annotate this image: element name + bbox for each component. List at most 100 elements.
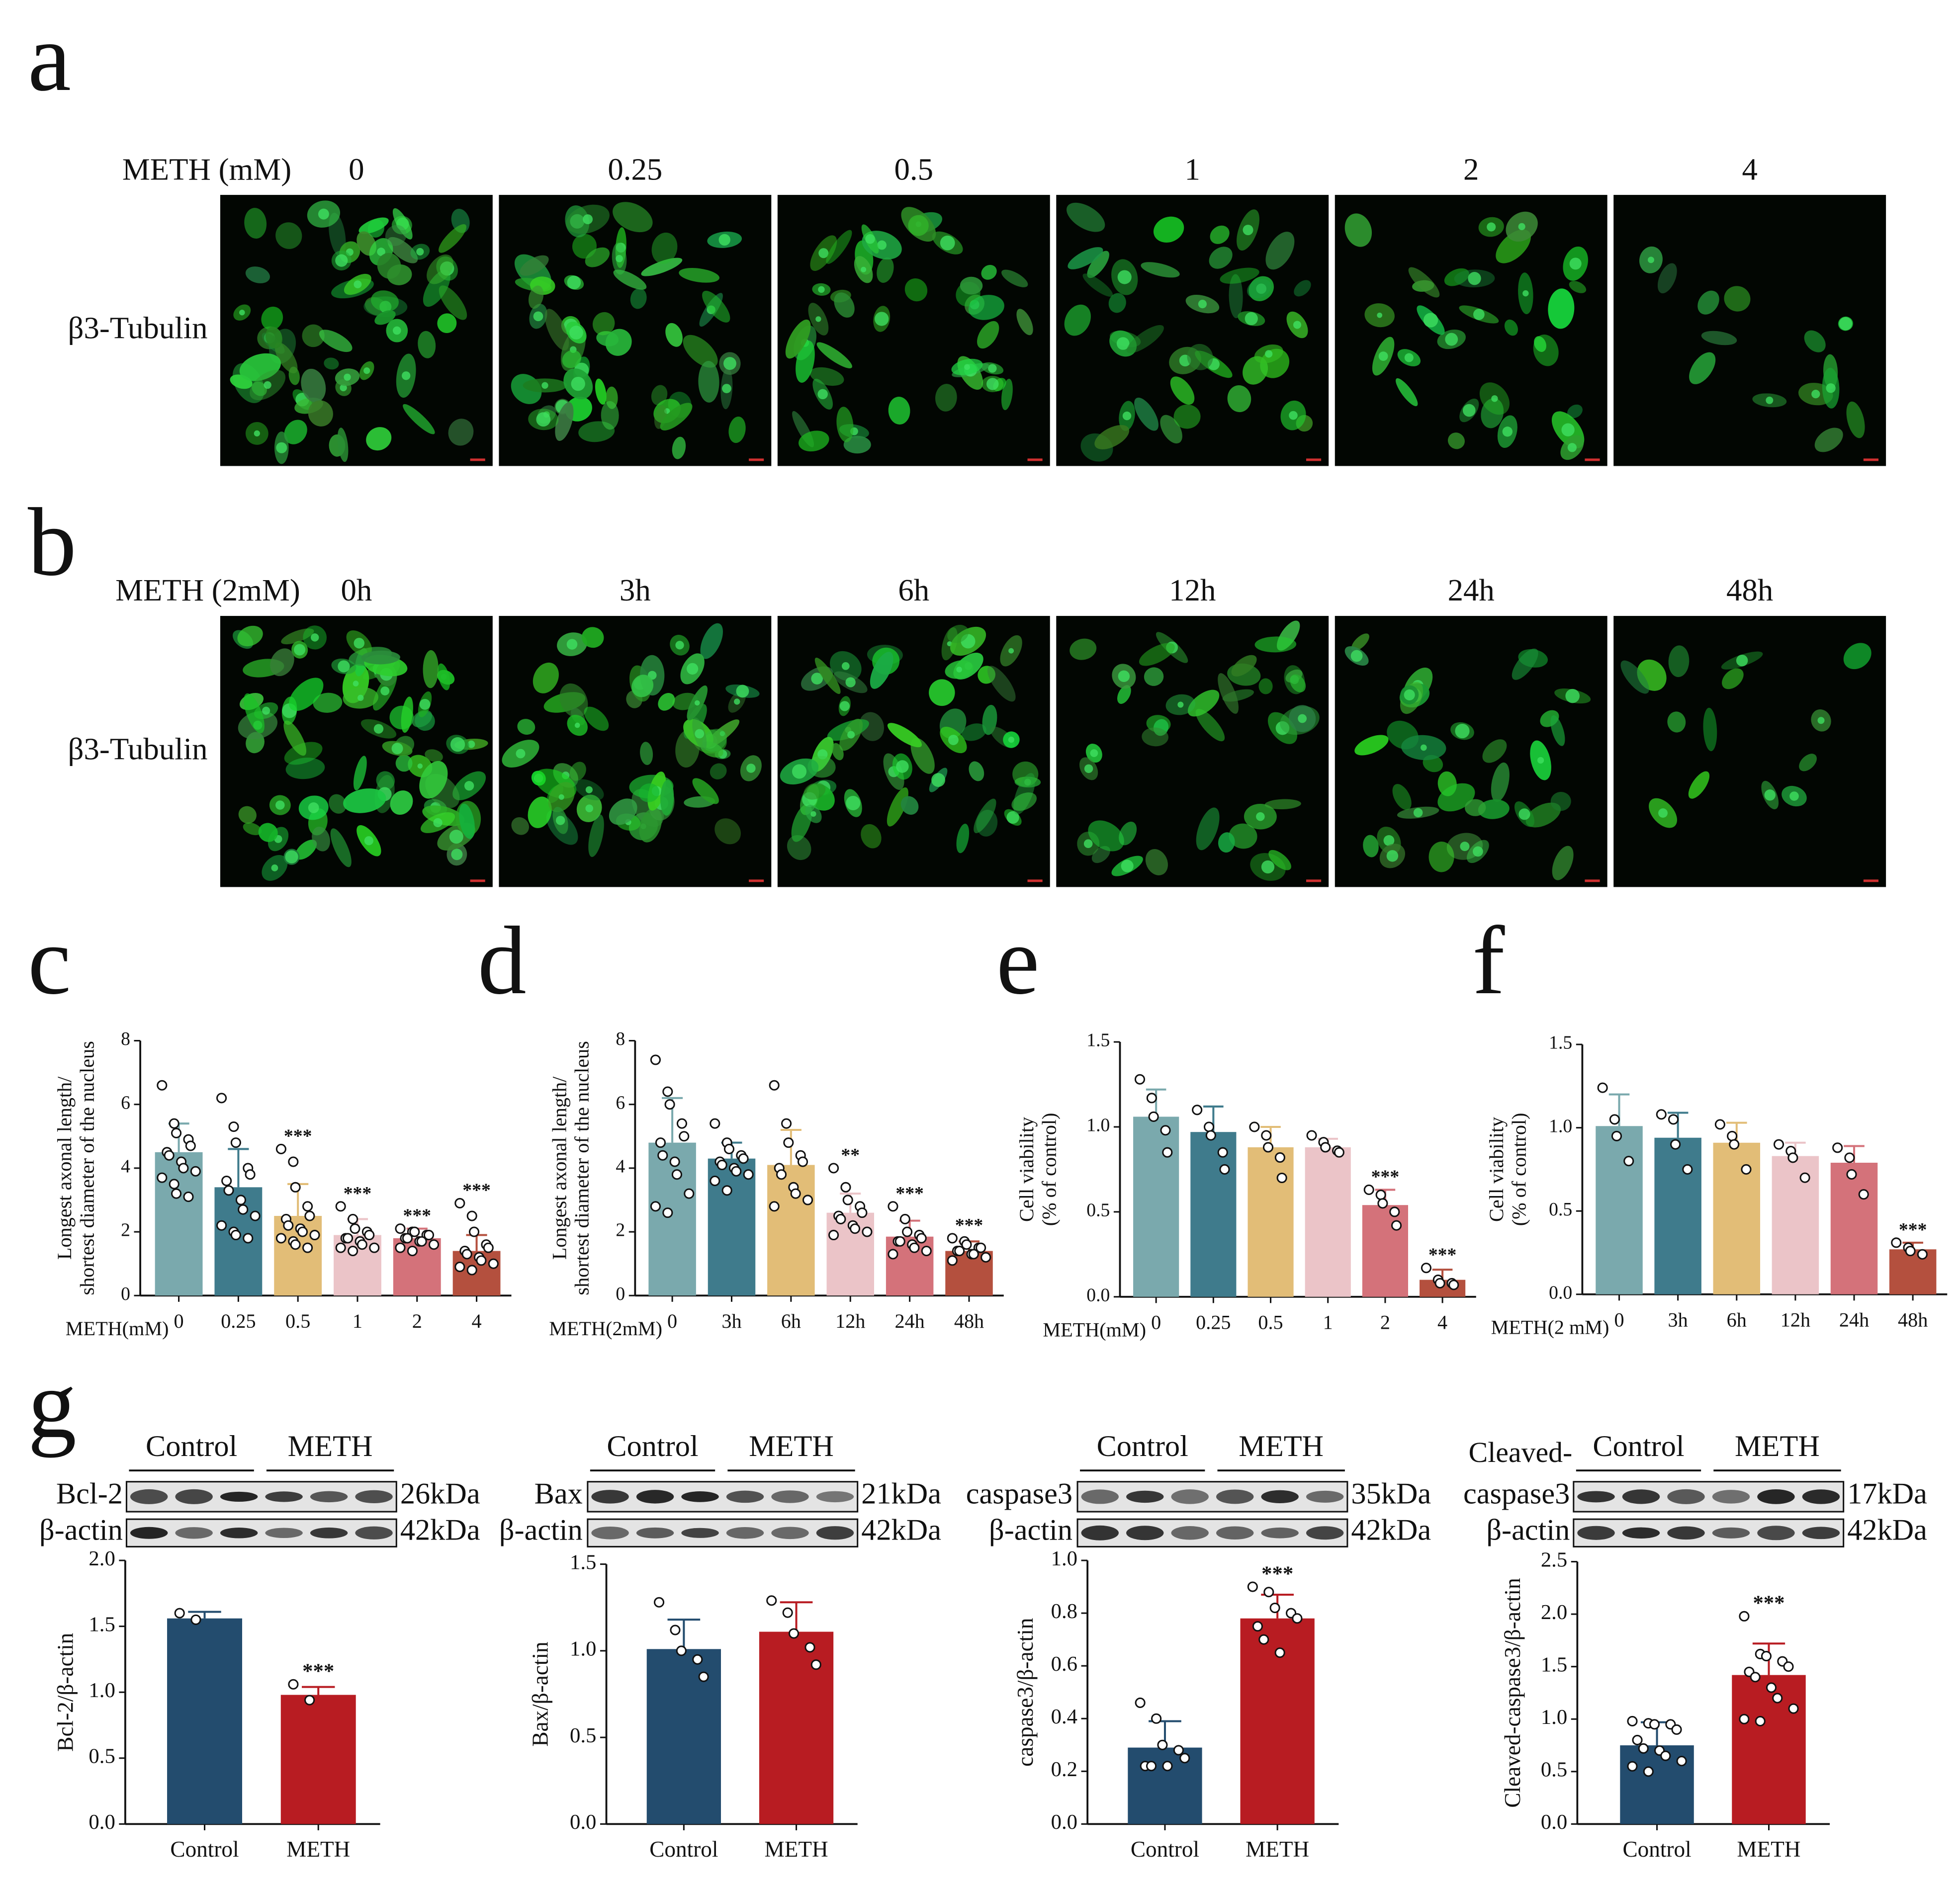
cell (1170, 376, 1195, 405)
y-axis-label: shortest diameter of the nucleus (76, 1041, 98, 1295)
data-point (1276, 1172, 1287, 1184)
cell (285, 758, 325, 779)
data-point (275, 1143, 286, 1155)
cell (987, 666, 1016, 702)
nucleus-spot (675, 641, 684, 650)
data-point (676, 1645, 687, 1656)
cell (1392, 784, 1412, 810)
cell (816, 342, 852, 368)
cell (1088, 820, 1124, 852)
bar (1830, 1163, 1878, 1294)
cell (559, 683, 588, 718)
data-point (1157, 1739, 1168, 1750)
blot-band (175, 1527, 213, 1539)
x-axis-prefix: METH(mM) (1043, 1318, 1146, 1341)
nucleus-spot (1487, 222, 1496, 232)
data-point (650, 1201, 661, 1212)
data-point (466, 1265, 477, 1276)
cell (439, 224, 466, 253)
cell (1689, 352, 1716, 384)
cell (814, 658, 841, 694)
nucleus-spot (1245, 312, 1258, 326)
y-tick-label: 0.5 (1541, 1758, 1567, 1782)
blot-band (1306, 1526, 1344, 1540)
cell (295, 840, 317, 860)
data-point (228, 1121, 239, 1132)
significance: *** (895, 1183, 924, 1204)
y-tick-label: 1.0 (89, 1679, 115, 1702)
cell (1227, 385, 1251, 413)
nucleus-spot (357, 694, 364, 701)
significance: *** (1428, 1245, 1457, 1266)
data-point (802, 1195, 813, 1205)
cell (834, 292, 855, 318)
data-point (1858, 1189, 1869, 1200)
data-point (302, 1201, 313, 1212)
nucleus-spot (1473, 309, 1485, 320)
nucleus-spot (1256, 283, 1267, 294)
cell (1218, 673, 1239, 714)
cell (585, 247, 610, 267)
cell (238, 806, 257, 824)
data-point (288, 1679, 299, 1690)
data-point (1258, 1634, 1269, 1645)
y-axis-label: Bax/β-actin (528, 1641, 553, 1746)
nucleus-spot (1377, 312, 1383, 318)
nucleus-spot (877, 240, 887, 250)
nucleus-spot (377, 248, 385, 256)
data-point (888, 1249, 898, 1260)
data-point (1611, 1130, 1622, 1141)
cell (437, 670, 455, 685)
x-tick-label: 2 (412, 1310, 422, 1332)
nucleus-spot (1289, 411, 1298, 420)
scale-bar (1863, 458, 1879, 461)
nucleus-spot (861, 266, 867, 272)
significance: *** (955, 1215, 983, 1236)
cell (803, 782, 826, 800)
data-point (716, 1159, 727, 1171)
y-tick-label: 0.0 (1086, 1285, 1110, 1305)
nucleus-spot (1537, 757, 1544, 764)
data-point (790, 1188, 801, 1199)
blot-label: β-actin (989, 1514, 1072, 1547)
data-point (1676, 1756, 1687, 1767)
bar (1305, 1147, 1351, 1297)
data-point (1682, 1164, 1693, 1175)
data-point (1917, 1249, 1928, 1260)
cell (672, 436, 686, 459)
blot-band (265, 1491, 303, 1502)
data-point (662, 1086, 673, 1097)
cell (1254, 636, 1297, 653)
row-label: β3-Tubulin (68, 310, 208, 345)
data-point (164, 1150, 175, 1161)
error-bar (302, 1686, 335, 1695)
data-point (899, 1213, 910, 1224)
cell (1243, 356, 1268, 385)
cell (1724, 286, 1751, 312)
blot-band (1171, 1489, 1209, 1504)
data-point (304, 1695, 315, 1706)
nucleus-spot (1736, 655, 1748, 667)
data-point (710, 1118, 720, 1129)
cell (660, 779, 674, 816)
x-axis-prefix: METH(mM) (66, 1317, 169, 1340)
y-tick-label: 8 (616, 1028, 625, 1049)
cell (1478, 799, 1510, 819)
cell (799, 430, 829, 452)
bar (1247, 1147, 1294, 1297)
blot-size: 42kDa (400, 1514, 480, 1547)
data-point (395, 1242, 406, 1253)
nucleus-spot (1084, 764, 1093, 773)
bar (1732, 1675, 1806, 1824)
blot-strip (587, 1481, 859, 1513)
nucleus-spot (875, 312, 889, 326)
cell (533, 662, 559, 693)
x-tick-label: 1 (1323, 1311, 1333, 1333)
data-point (243, 1233, 254, 1244)
scale-bar (470, 458, 485, 461)
cell (371, 290, 399, 312)
nucleus-spot (802, 792, 817, 807)
cell (638, 783, 660, 802)
data-point (1134, 1074, 1146, 1085)
nucleus-spot (344, 373, 351, 381)
